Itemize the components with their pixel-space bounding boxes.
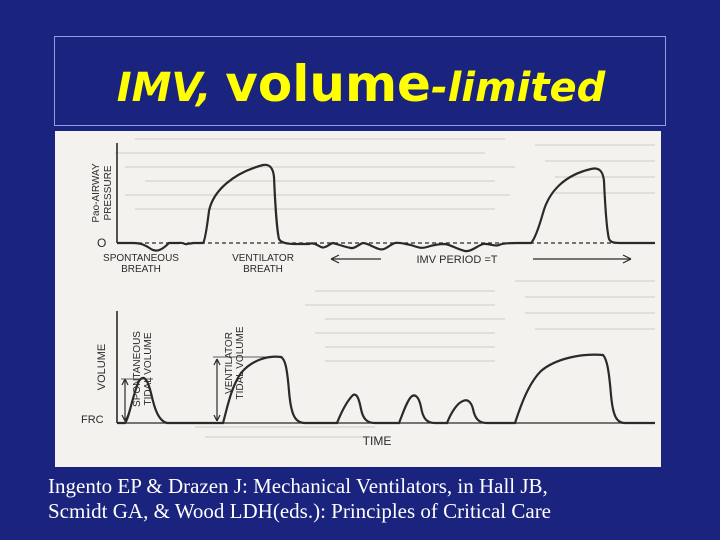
title-box: IMV, volume-limited [54, 36, 666, 126]
pressure-axis-label-2: PRESSURE [103, 165, 114, 220]
spontaneous-tidal-label-1: SPONTANEOUS [132, 331, 143, 407]
citation-caption: Ingento EP & Drazen J: Mechanical Ventil… [48, 474, 688, 524]
pressure-axis-label-1: Pao-AIRWAY [91, 163, 102, 223]
ventilation-figure: Pao-AIRWAY PRESSURE O SPONTANEOUS BREATH… [55, 131, 661, 467]
slide-title: IMV, volume-limited [55, 37, 667, 127]
pressure-zero-label: O [97, 236, 106, 250]
spontaneous-breath-label-2: BREATH [121, 264, 161, 275]
caption-line-1: Ingento EP & Drazen J: Mechanical Ventil… [48, 474, 548, 498]
time-label: TIME [363, 434, 392, 448]
ventilator-breath-label-1: VENTILATOR [232, 253, 294, 264]
volume-trace [117, 353, 655, 425]
frc-label: FRC [81, 414, 104, 426]
caption-line-2: Scmidt GA, & Wood LDH(eds.): Principles … [48, 499, 552, 523]
spontaneous-breath-label-1: SPONTANEOUS [103, 253, 179, 264]
waveform-diagram: Pao-AIRWAY PRESSURE O SPONTANEOUS BREATH… [81, 138, 655, 448]
title-main: volume [225, 55, 431, 113]
ventilator-tidal-arrow [213, 356, 283, 422]
background-texture [115, 138, 655, 438]
volume-axis-label: VOLUME [96, 344, 108, 390]
pressure-trace [117, 163, 655, 253]
spontaneous-tidal-arrow [121, 378, 153, 422]
imv-period-label: IMV PERIOD =T [417, 254, 498, 266]
spontaneous-tidal-label-2: TIDAL VOLUME [143, 332, 154, 405]
ventilator-tidal-label-2: TIDAL VOLUME [235, 326, 246, 399]
title-suffix: -limited [430, 65, 606, 111]
ventilator-breath-label-2: BREATH [243, 264, 283, 275]
ventilator-tidal-label-1: VENTILATOR [224, 332, 235, 394]
imv-period-arrow [330, 254, 632, 264]
title-prefix: IMV, [116, 65, 226, 111]
